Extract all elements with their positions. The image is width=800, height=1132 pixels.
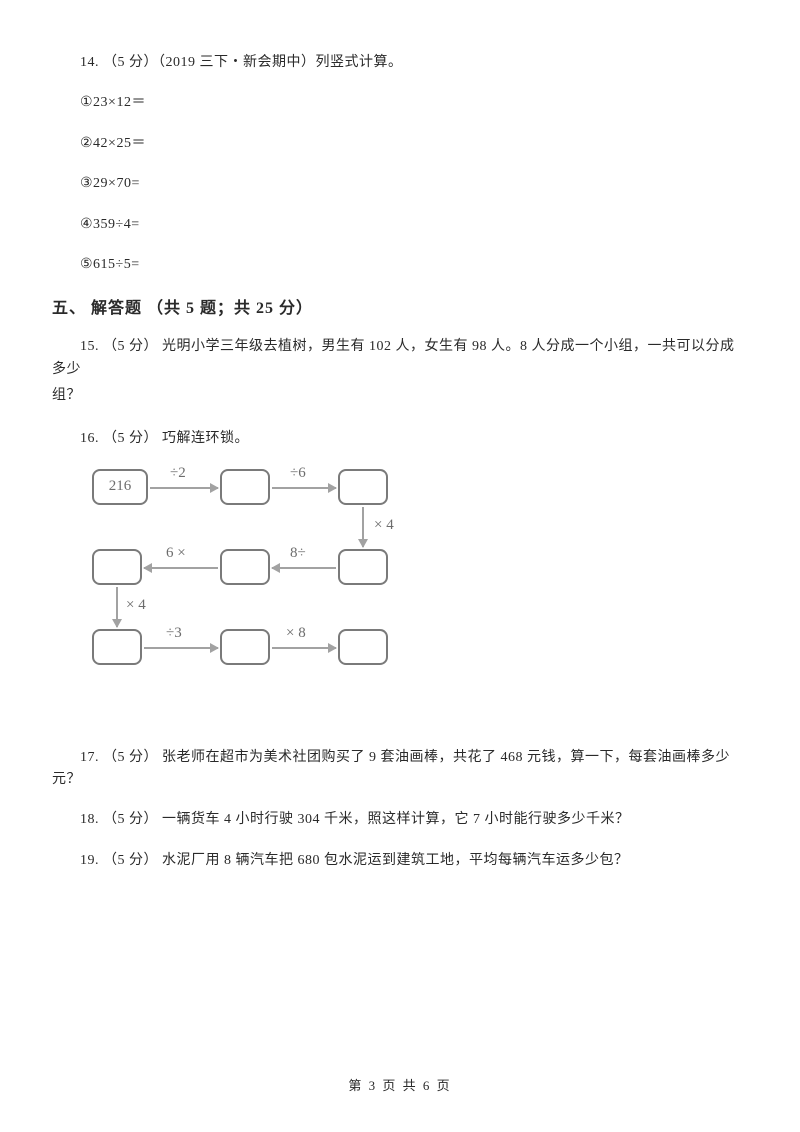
box-r1-c	[338, 469, 388, 505]
op-d6: ÷6	[290, 465, 306, 482]
q15-line1: 15. （5 分） 光明小学三年级去植树，男生有 102 人，女生有 98 人。…	[52, 336, 748, 381]
arrow-icon	[116, 587, 118, 627]
box-start: 216	[92, 469, 148, 505]
op-d3: ÷3	[166, 625, 182, 642]
arrow-icon	[150, 487, 218, 489]
q14-item-5: ⑤615÷5=	[52, 254, 748, 276]
box-r1-b	[220, 469, 270, 505]
q19-stem: 19. （5 分） 水泥厂用 8 辆汽车把 680 包水泥运到建筑工地，平均每辆…	[52, 850, 748, 872]
op-d2: ÷2	[170, 465, 186, 482]
op-d8: 8÷	[290, 545, 306, 562]
box-r2-c	[338, 549, 388, 585]
page: 14. （5 分）（2019 三下・新会期中）列竖式计算。 ①23×12＝ ②4…	[0, 0, 800, 1132]
q14-item-1: ①23×12＝	[52, 92, 748, 114]
q14-item-3: ③29×70=	[52, 173, 748, 195]
q15-line2: 组？	[52, 383, 748, 408]
box-r2-a	[92, 549, 142, 585]
op-t4a: × 4	[374, 517, 394, 534]
chain-diagram: 216 ÷2 ÷6 × 4 6 × 8÷ × 4 ÷3 × 8	[92, 469, 412, 729]
q14-item-2: ②42×25＝	[52, 133, 748, 155]
section-5-heading: 五、 解答题 （共 5 题；共 25 分）	[52, 294, 748, 318]
arrow-icon	[272, 487, 336, 489]
q17-stem: 17. （5 分） 张老师在超市为美术社团购买了 9 套油画棒，共花了 468 …	[52, 747, 748, 792]
arrow-icon	[272, 647, 336, 649]
q18-stem: 18. （5 分） 一辆货车 4 小时行驶 304 千米，照这样计算，它 7 小…	[52, 809, 748, 831]
box-r2-b	[220, 549, 270, 585]
op-t4b: × 4	[126, 597, 146, 614]
arrow-icon	[144, 647, 218, 649]
arrow-icon	[272, 567, 336, 569]
q16-stem: 16. （5 分） 巧解连环锁。	[52, 428, 748, 450]
box-r3-b	[220, 629, 270, 665]
q14-stem: 14. （5 分）（2019 三下・新会期中）列竖式计算。	[52, 52, 748, 74]
op-t6: 6 ×	[166, 545, 186, 562]
arrow-icon	[362, 507, 364, 547]
box-r3-c	[338, 629, 388, 665]
box-r3-a	[92, 629, 142, 665]
page-footer: 第 3 页 共 6 页	[0, 1075, 800, 1094]
q14-item-4: ④359÷4=	[52, 214, 748, 236]
op-t8: × 8	[286, 625, 306, 642]
arrow-icon	[144, 567, 218, 569]
